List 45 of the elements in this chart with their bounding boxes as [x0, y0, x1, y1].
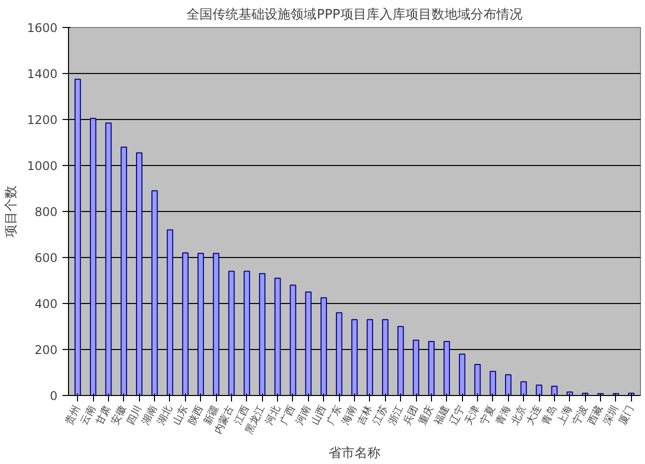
y-tick-label: 400: [34, 297, 58, 311]
y-tick-label: 1600: [26, 21, 58, 35]
bar: [551, 386, 558, 396]
y-tick-label: 800: [34, 205, 58, 219]
x-axis-title: 省市名称: [328, 446, 380, 462]
bar: [136, 152, 142, 396]
y-tick-label: 1200: [26, 113, 58, 127]
bar: [212, 252, 220, 396]
bar: [198, 252, 204, 396]
bar: [382, 319, 388, 396]
bar: [120, 146, 128, 396]
y-tick-label: 200: [34, 343, 58, 357]
bar: [228, 270, 235, 396]
y-tick-label: 1000: [26, 159, 58, 173]
bar: [397, 326, 404, 396]
bar: [105, 122, 112, 396]
bar: [274, 278, 281, 396]
bar: [505, 374, 512, 396]
bar: [166, 229, 174, 396]
bar: [182, 252, 189, 396]
bar: [412, 340, 420, 396]
y-tick-label: 1400: [26, 67, 58, 81]
bar: [290, 284, 296, 396]
bar: [490, 370, 496, 396]
y-tick-label: 0: [50, 389, 58, 403]
y-axis-title: 项目个数: [4, 186, 19, 238]
bar: [444, 340, 450, 396]
y-tick-label: 600: [34, 251, 58, 265]
bar: [305, 292, 312, 396]
bar: [474, 364, 481, 396]
bar: [244, 270, 250, 396]
bar: [520, 381, 527, 396]
x-tick-label: 厦门: [616, 404, 636, 427]
bar: [320, 297, 327, 396]
bar: [351, 319, 358, 396]
bar: [366, 319, 374, 396]
chart-title: 全国传统基础设施领域PPP项目库入库项目数地域分布情况: [186, 8, 522, 22]
bar: [428, 340, 435, 396]
bar: [74, 78, 81, 396]
bar: [458, 354, 466, 396]
bar: [259, 273, 266, 396]
bar: [151, 190, 158, 396]
bar: [536, 384, 542, 396]
bar: [90, 118, 96, 396]
bar: [336, 312, 342, 396]
